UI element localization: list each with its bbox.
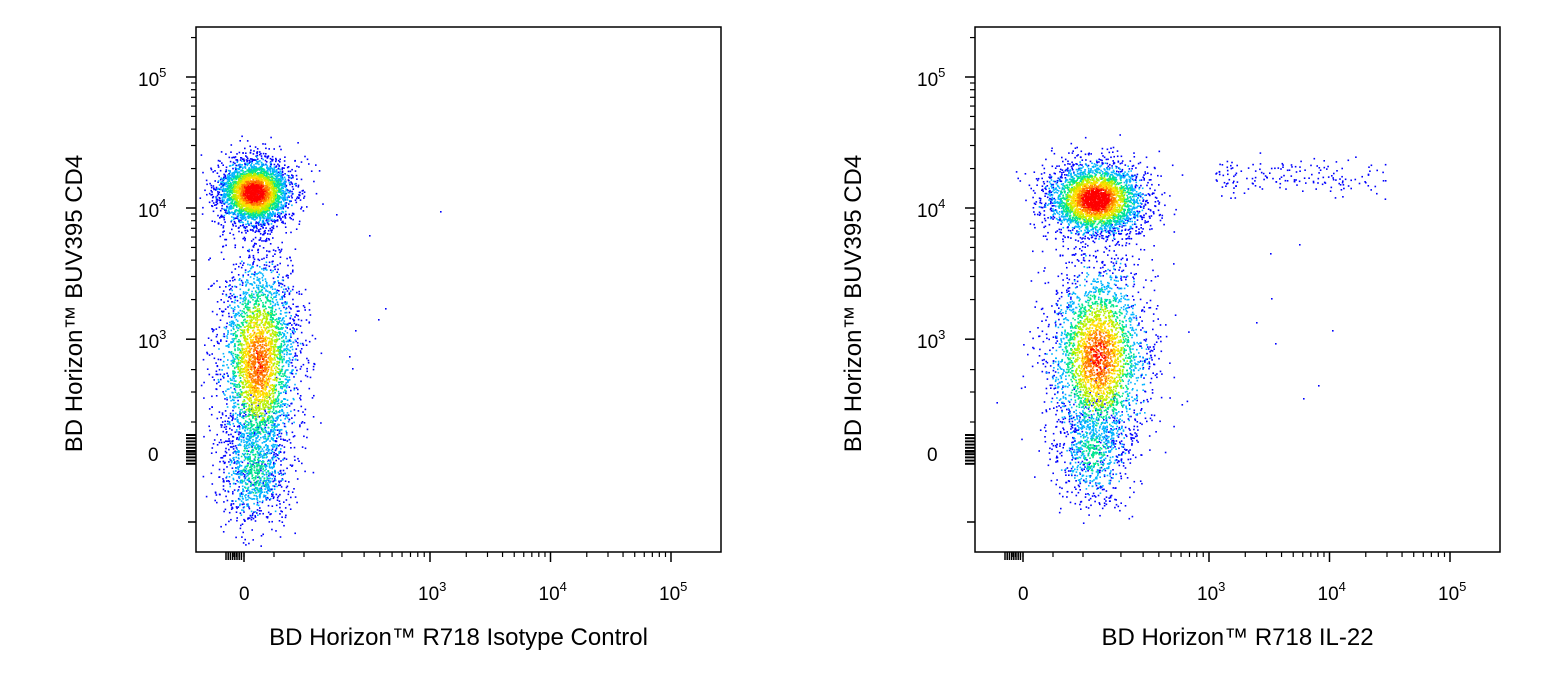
plot-panel-il22: 0 103 104 105 0 103 104 105 BD Horizon™ R718 IL-…	[840, 26, 1501, 651]
event-dots	[199, 135, 442, 547]
y-axis-title: BD Horizon™ BUV395 CD4	[61, 155, 88, 452]
event-dots	[996, 134, 1387, 524]
y-tick-label: 0	[927, 445, 938, 466]
y-tick-label: 105	[138, 65, 166, 91]
x-axis-title: BD Horizon™ R718 Isotype Control	[269, 624, 648, 651]
plot-frame	[974, 26, 1501, 553]
x-axis: 0 103 104 105	[1004, 552, 1466, 605]
x-tick-label: 104	[1318, 579, 1346, 605]
x-axis: 0 103 104 105	[225, 552, 687, 605]
y-tick-label: 105	[917, 65, 945, 91]
x-tick-label: 103	[418, 579, 446, 605]
x-tick-label: 0	[1018, 584, 1029, 605]
y-tick-label: 104	[138, 196, 166, 222]
x-tick-label: 105	[659, 579, 687, 605]
x-axis-title: BD Horizon™ R718 IL-22	[1101, 624, 1373, 651]
y-tick-label: 103	[138, 327, 166, 353]
y-axis: 0 103 104 105	[917, 36, 975, 523]
x-tick-label: 104	[539, 579, 567, 605]
y-axis: 0 103 104 105	[138, 36, 196, 523]
x-tick-label: 103	[1197, 579, 1225, 605]
y-axis-title: BD Horizon™ BUV395 CD4	[840, 155, 867, 452]
plot-panel-isotype: 0 103 104 105 0 103 104 105 BD Horizon™ R718 Iso…	[61, 26, 722, 651]
y-tick-label: 0	[148, 445, 159, 466]
x-tick-label: 105	[1438, 579, 1466, 605]
plot-frame	[195, 26, 722, 553]
y-tick-label: 103	[917, 327, 945, 353]
x-tick-label: 0	[239, 584, 250, 605]
y-tick-label: 104	[917, 196, 945, 222]
